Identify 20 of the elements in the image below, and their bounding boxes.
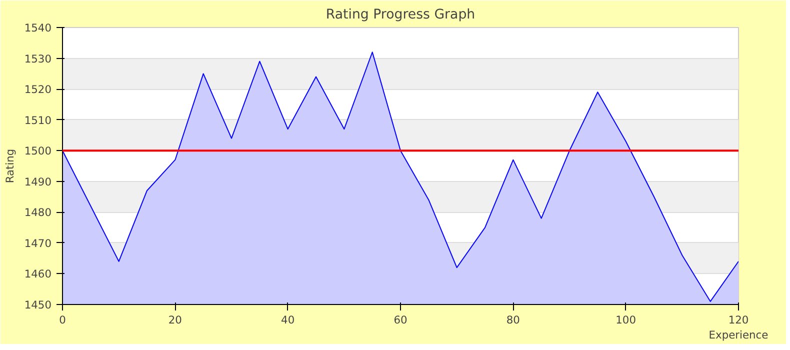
y-tick-label: 1510 (24, 114, 52, 127)
x-tick-label: 20 (168, 314, 182, 326)
x-tick-label: 120 (728, 314, 749, 326)
y-axis-title: Rating (3, 148, 16, 184)
x-tick-label: 40 (281, 314, 295, 326)
x-tick-label: 60 (394, 314, 408, 326)
y-tick-label: 1540 (24, 22, 52, 34)
y-tick-label: 1500 (24, 144, 52, 158)
y-tick-label: 1470 (24, 236, 52, 250)
y-tick-label: 1530 (24, 52, 52, 66)
x-tick-label: 80 (506, 314, 520, 326)
y-tick-label: 1450 (24, 298, 52, 312)
y-tick-label: 1490 (24, 175, 52, 188)
x-tick-label: 100 (616, 314, 636, 326)
chart-title: Rating Progress Graph (326, 8, 476, 22)
x-tick-label: 0 (59, 314, 66, 326)
x-axis-title: Experience (708, 328, 768, 342)
y-tick-label: 1480 (24, 206, 52, 220)
y-tick-label: 1460 (24, 268, 52, 281)
y-tick-label: 1520 (24, 83, 52, 96)
